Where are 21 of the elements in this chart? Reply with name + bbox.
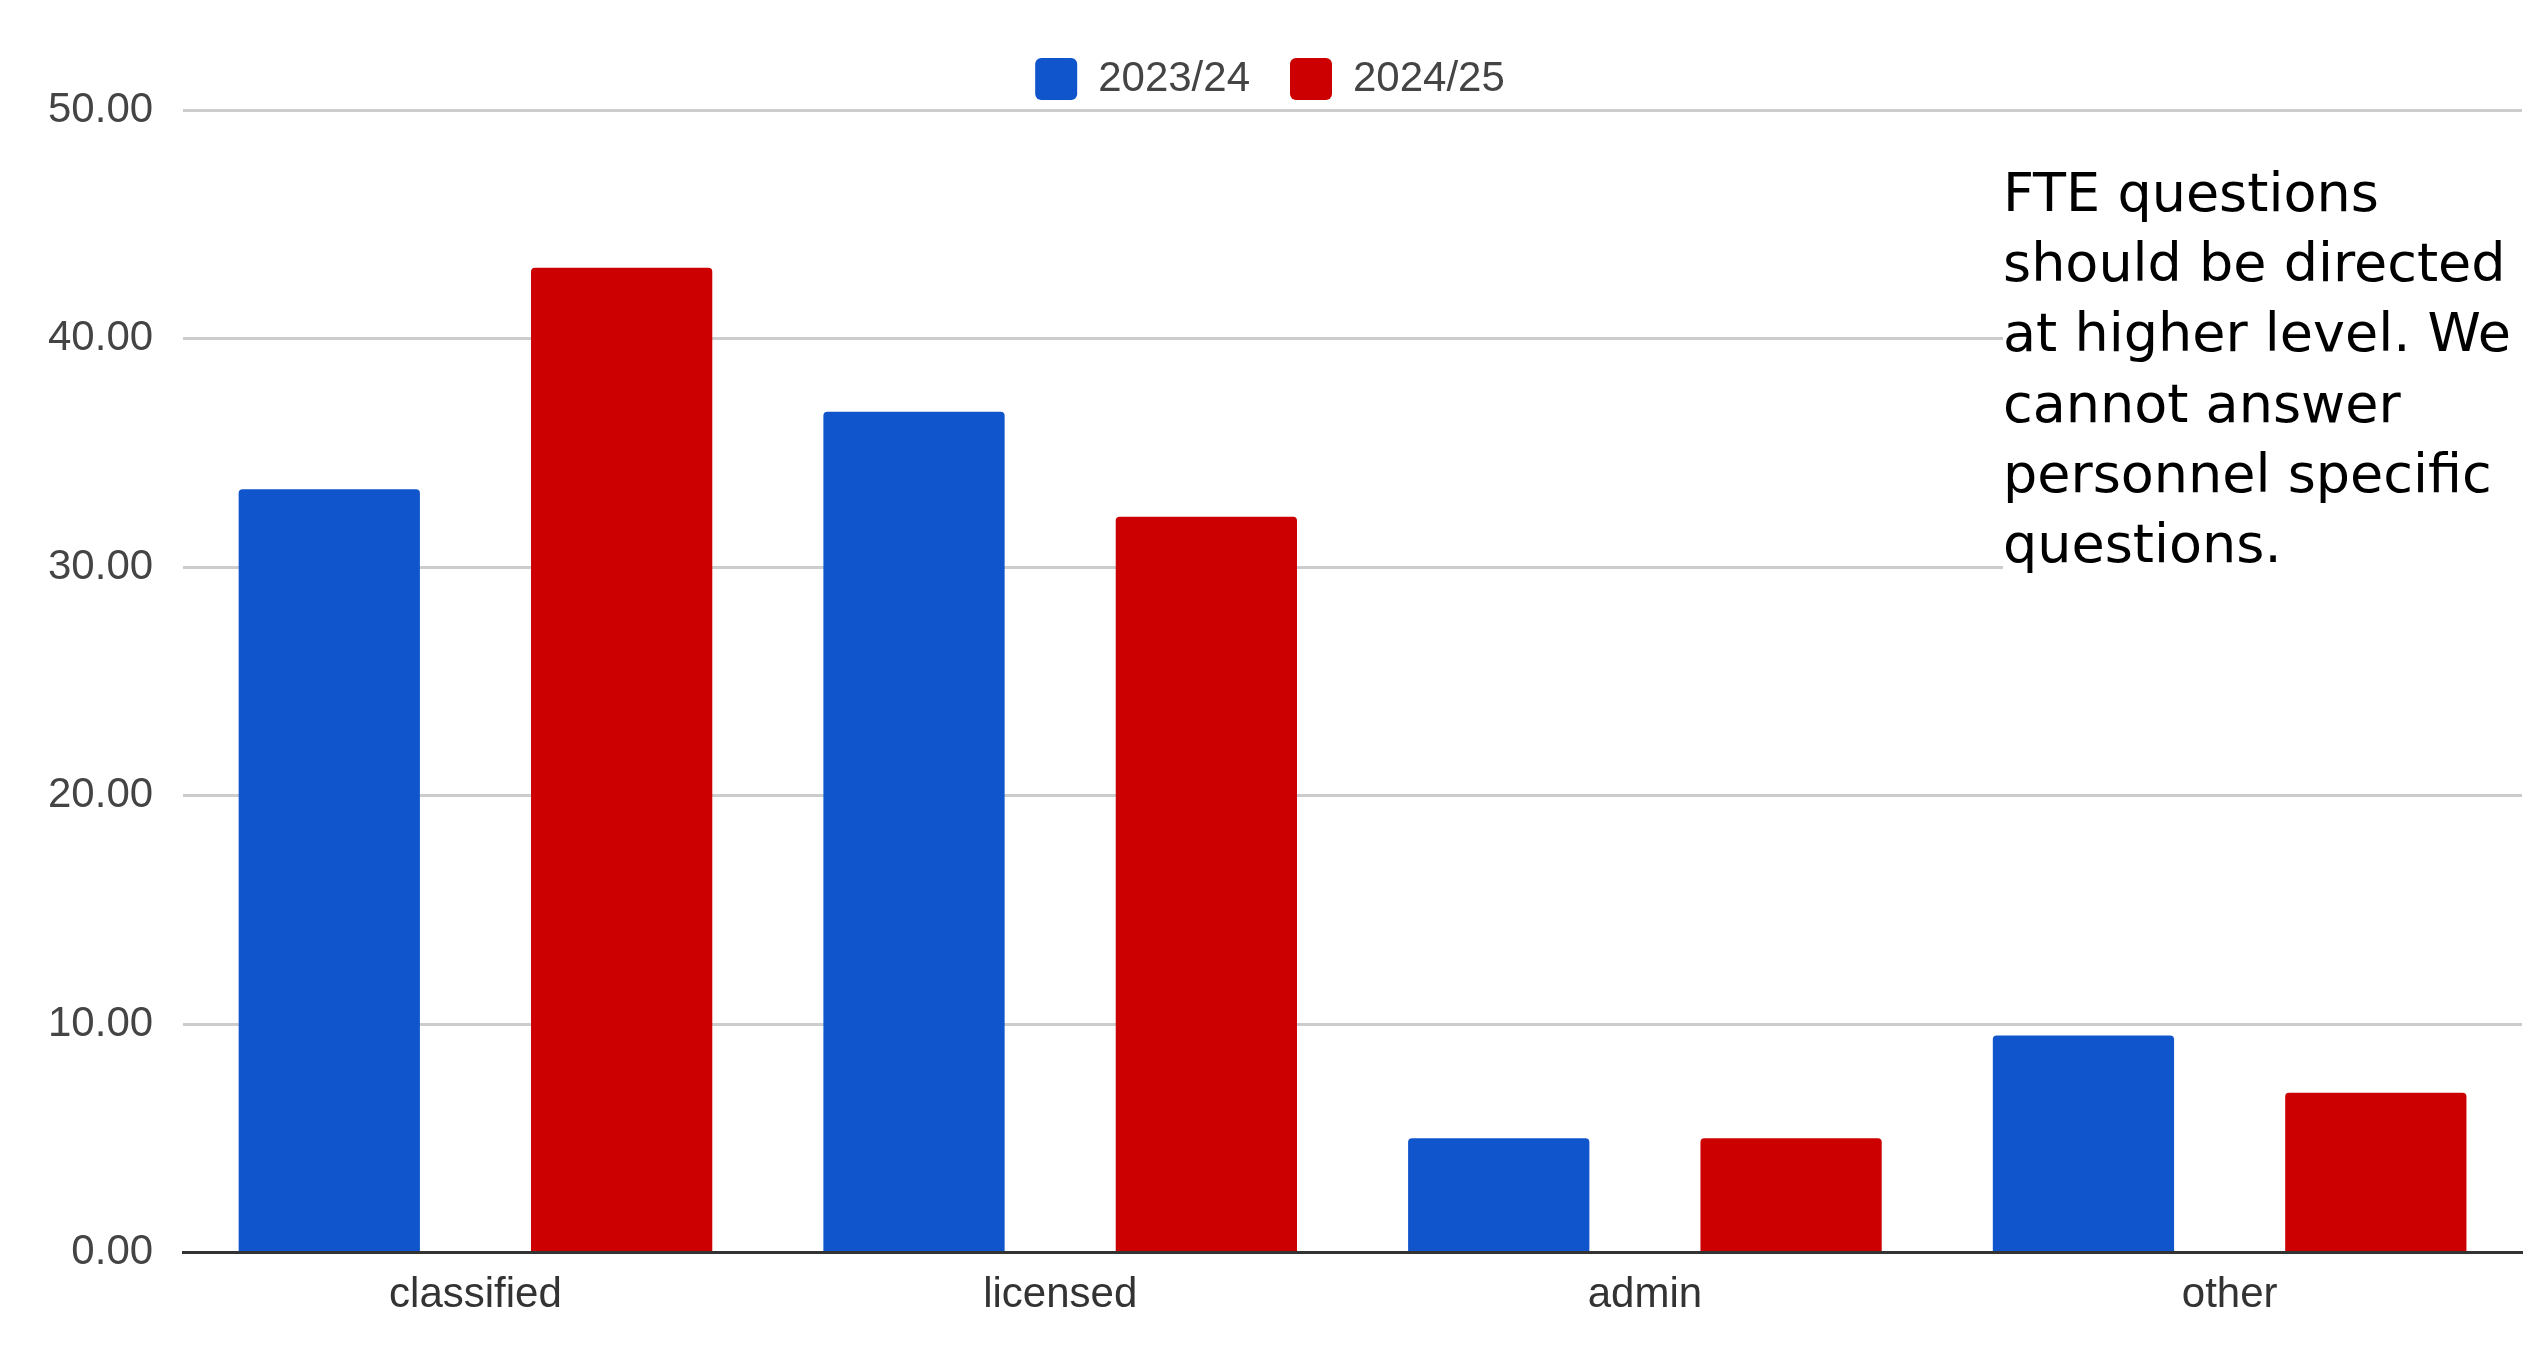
y-tick-label: 0.00: [71, 1226, 154, 1274]
bar: [1700, 1138, 1882, 1252]
bar: [1992, 1035, 2175, 1252]
y-tick-label: 40.00: [47, 312, 154, 360]
x-tick-label: admin: [1587, 1269, 1703, 1317]
bar: [238, 489, 420, 1252]
bar: [2285, 1092, 2467, 1252]
y-tick-label: 50.00: [47, 83, 154, 131]
y-tick-label: 20.00: [47, 769, 154, 817]
y-tick-label: 10.00: [47, 997, 154, 1045]
legend-label: 2023/24: [1098, 52, 1251, 100]
y-tick-label: 30.00: [47, 540, 154, 588]
bar: [1115, 516, 1297, 1252]
x-tick-label: licensed: [983, 1269, 1138, 1317]
x-tick-label: other: [2181, 1269, 2278, 1317]
bar: [1408, 1138, 1590, 1252]
bar: [531, 267, 713, 1252]
bar: [823, 411, 1005, 1252]
annotation: FTE questions should be directed at higher level. We cannot answer personnel specific questions.: [2003, 158, 2523, 580]
x-tick-label: classified: [389, 1269, 562, 1317]
legend-label: 2024/25: [1353, 52, 1505, 100]
